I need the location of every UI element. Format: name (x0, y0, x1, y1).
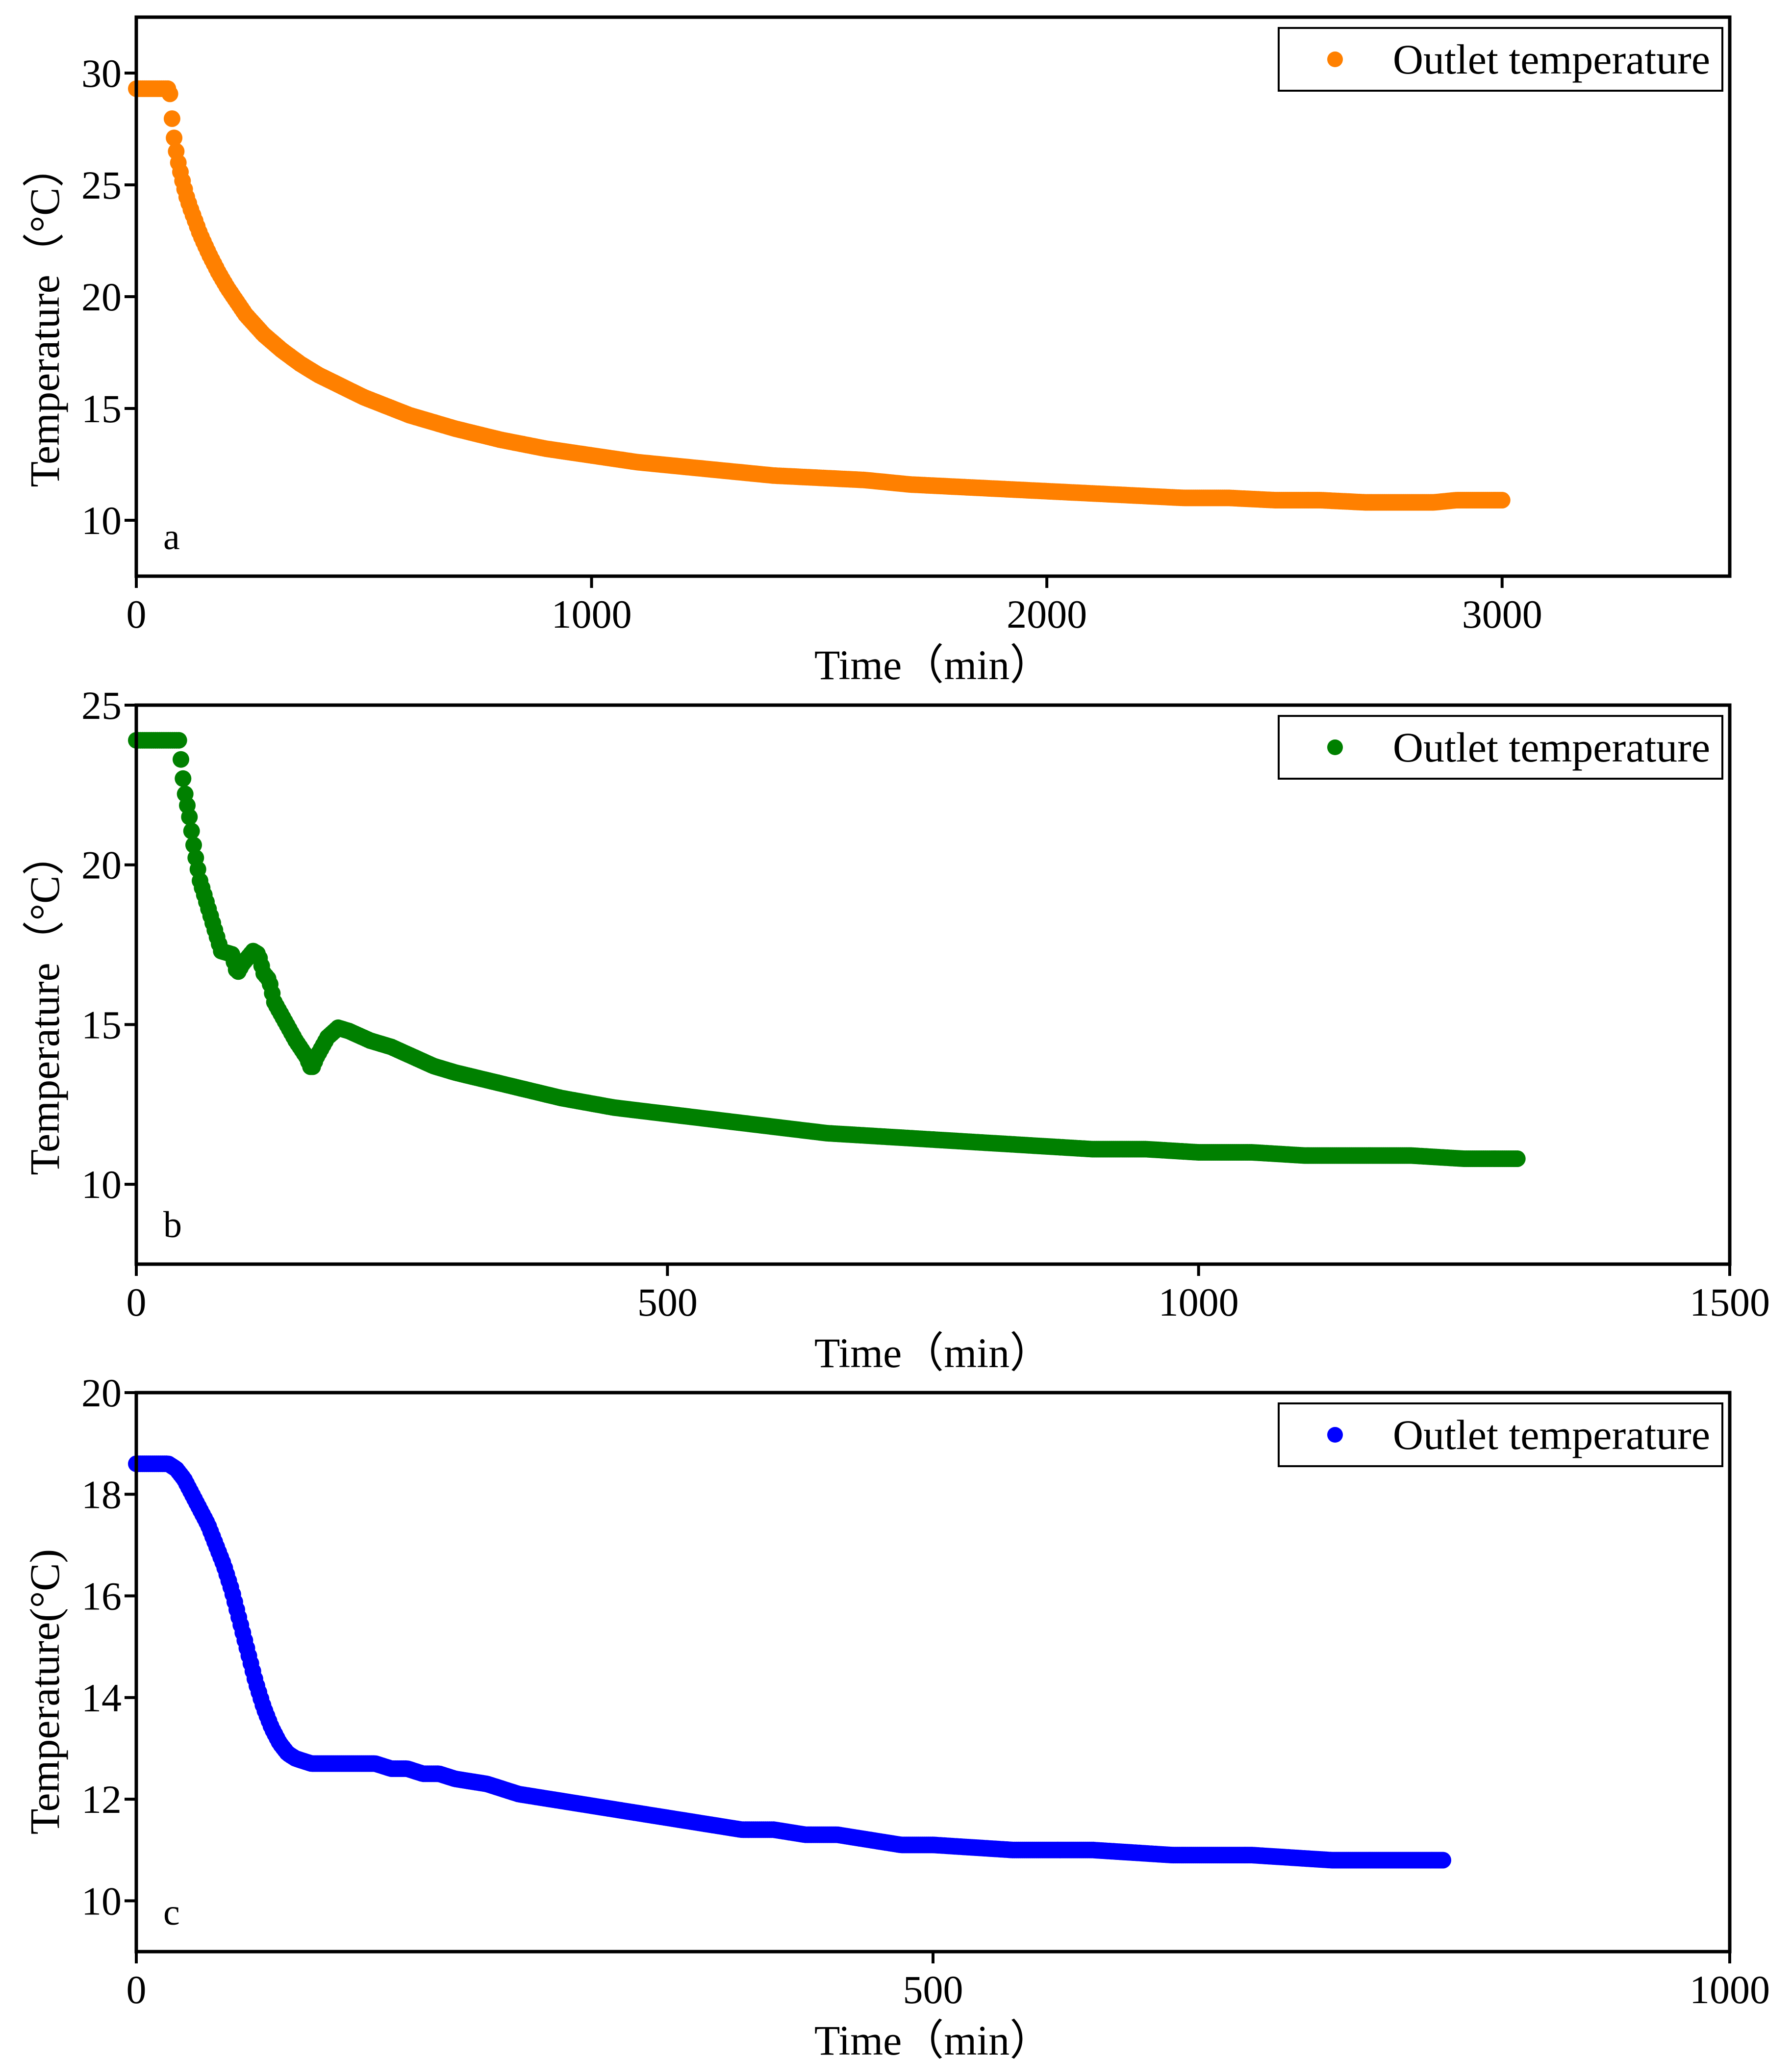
y-axis-title: Temperature（°C） (21, 833, 68, 1175)
y-tick-label: 15 (81, 386, 122, 431)
chart-panel-a: 0 1000 2000 3000 10 15 20 25 30 Time（min） Temperat… (21, 15, 1732, 688)
plot-frame (134, 1391, 1732, 1954)
y-tick-label: 10 (81, 1162, 122, 1207)
plot-frame (134, 703, 1732, 1266)
chart-panel-c: 0 500 1000 10 12 14 16 18 20 Time（min） Temperature… (21, 1371, 1770, 2060)
legend-box (1278, 1402, 1723, 1467)
x-axis-title: Time（min） (814, 2017, 1052, 2060)
legend-marker (1327, 739, 1343, 755)
panel-label: a (163, 516, 180, 558)
y-tick-label: 20 (81, 275, 122, 319)
x-tick-label: 1500 (1690, 1280, 1770, 1324)
x-tick-label: 0 (126, 1967, 147, 2012)
legend-box (1278, 27, 1723, 92)
data-points (128, 1455, 1451, 1869)
y-tick-label: 30 (81, 51, 122, 96)
x-tick-label: 500 (903, 1967, 963, 2012)
data-point (161, 85, 178, 102)
x-axis-title: Time（min） (814, 641, 1052, 688)
legend-marker (1327, 51, 1343, 67)
data-point (181, 809, 198, 825)
data-point (175, 770, 192, 787)
y-tick-label: 12 (81, 1777, 122, 1822)
x-tick-label: 1000 (1690, 1967, 1770, 2012)
data-point (163, 110, 180, 127)
data-points (128, 732, 1526, 1167)
x-tick-label: 500 (637, 1280, 698, 1324)
y-tick-label: 15 (81, 1002, 122, 1047)
y-tick-label: 25 (81, 683, 122, 728)
y-tick-label: 10 (81, 498, 122, 543)
x-tick-label: 0 (126, 1280, 147, 1324)
legend: Outlet temperature (1278, 27, 1723, 92)
legend-label: Outlet temperature (1393, 36, 1710, 83)
panel-label: c (163, 1892, 180, 1933)
data-point (183, 822, 200, 839)
data-point (173, 751, 189, 768)
y-axis-title: Temperature（°C） (21, 145, 68, 487)
legend: Outlet temperature (1278, 715, 1723, 780)
y-tick-label: 20 (81, 1371, 122, 1415)
x-tick-label: 2000 (1007, 592, 1087, 636)
y-tick-label: 14 (81, 1676, 122, 1720)
x-tick-label: 3000 (1462, 592, 1542, 636)
legend-marker (1327, 1427, 1343, 1443)
panel-label: b (163, 1204, 182, 1246)
data-point (166, 129, 183, 147)
data-point (1493, 492, 1511, 509)
legend-box (1278, 715, 1723, 780)
y-tick-label: 10 (81, 1879, 122, 1923)
data-point (170, 732, 187, 749)
x-tick-label: 1000 (1159, 1280, 1239, 1324)
data-points (128, 80, 1511, 511)
y-tick-label: 25 (81, 163, 122, 207)
y-axis-title: Temperature(°C) (21, 1549, 68, 1834)
y-tick-label: 20 (81, 843, 122, 888)
x-axis-title: Time（min） (814, 1329, 1052, 1376)
chart-panel-b: 0 500 1000 1500 10 15 20 25 Time（min） Temperature… (21, 683, 1770, 1376)
y-tick-label: 16 (81, 1574, 122, 1619)
x-tick-label: 1000 (552, 592, 632, 636)
legend-label: Outlet temperature (1393, 1411, 1710, 1458)
data-point (1435, 1852, 1451, 1869)
legend: Outlet temperature (1278, 1402, 1723, 1467)
x-tick-label: 0 (126, 592, 147, 636)
legend-label: Outlet temperature (1393, 724, 1710, 771)
data-point (185, 837, 202, 854)
data-point (1509, 1150, 1526, 1167)
y-tick-label: 18 (81, 1472, 122, 1517)
